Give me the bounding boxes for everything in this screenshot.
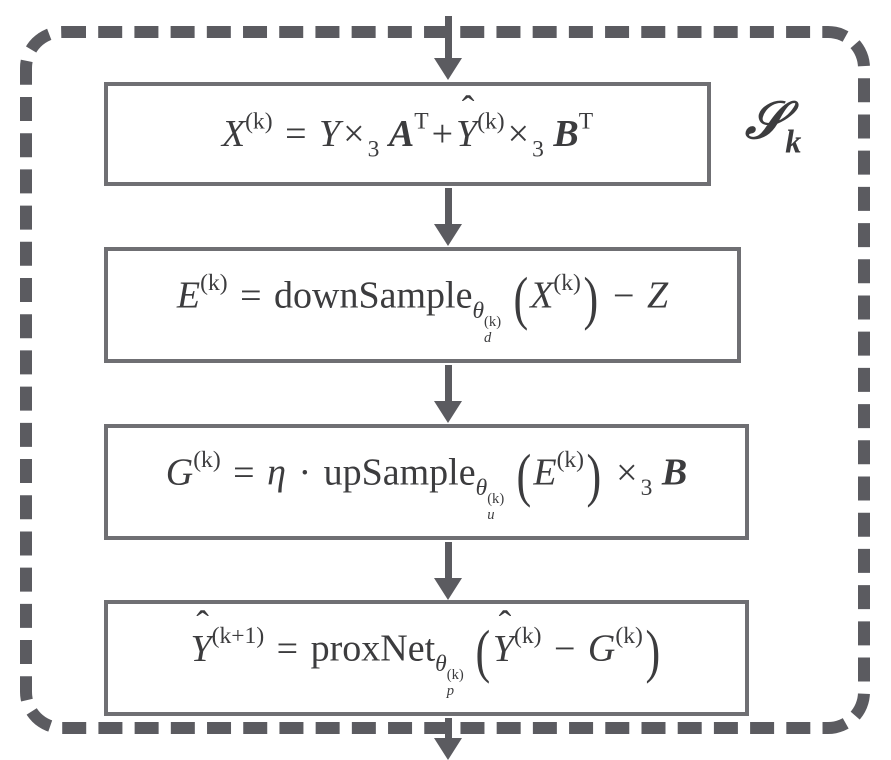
arrow-down-icon — [434, 188, 462, 246]
arrow-down-icon — [434, 718, 462, 760]
arrow-down-icon — [434, 16, 462, 80]
equation-1: X(k) = Y×3 AT+ˆY(k)×3 BT — [222, 112, 593, 156]
equation-box-4: ˆY(k+1) = proxNetθ(k)p (ˆY(k) − G(k)) — [104, 600, 749, 716]
diagram-canvas: 𝒮k X(k) = Y×3 AT+ˆY(k)×3 BT E(k) = downS… — [0, 0, 891, 757]
equation-box-1: X(k) = Y×3 AT+ˆY(k)×3 BT — [104, 82, 711, 186]
equation-4: ˆY(k+1) = proxNetθ(k)p (ˆY(k) − G(k)) — [191, 618, 663, 698]
stage-label: 𝒮k — [745, 92, 801, 152]
equation-3: G(k) = η · upSampleθ(k)u (E(k)) ×3 B — [166, 442, 687, 522]
stage-label-sub: k — [785, 124, 801, 160]
arrow-down-icon — [434, 542, 462, 600]
equation-box-2: E(k) = downSampleθ(k)d (X(k)) − Z — [104, 247, 741, 363]
stage-label-S: 𝒮 — [745, 93, 785, 150]
arrow-down-icon — [434, 365, 462, 423]
equation-box-3: G(k) = η · upSampleθ(k)u (E(k)) ×3 B — [104, 424, 749, 540]
equation-2: E(k) = downSampleθ(k)d (X(k)) − Z — [177, 265, 668, 345]
